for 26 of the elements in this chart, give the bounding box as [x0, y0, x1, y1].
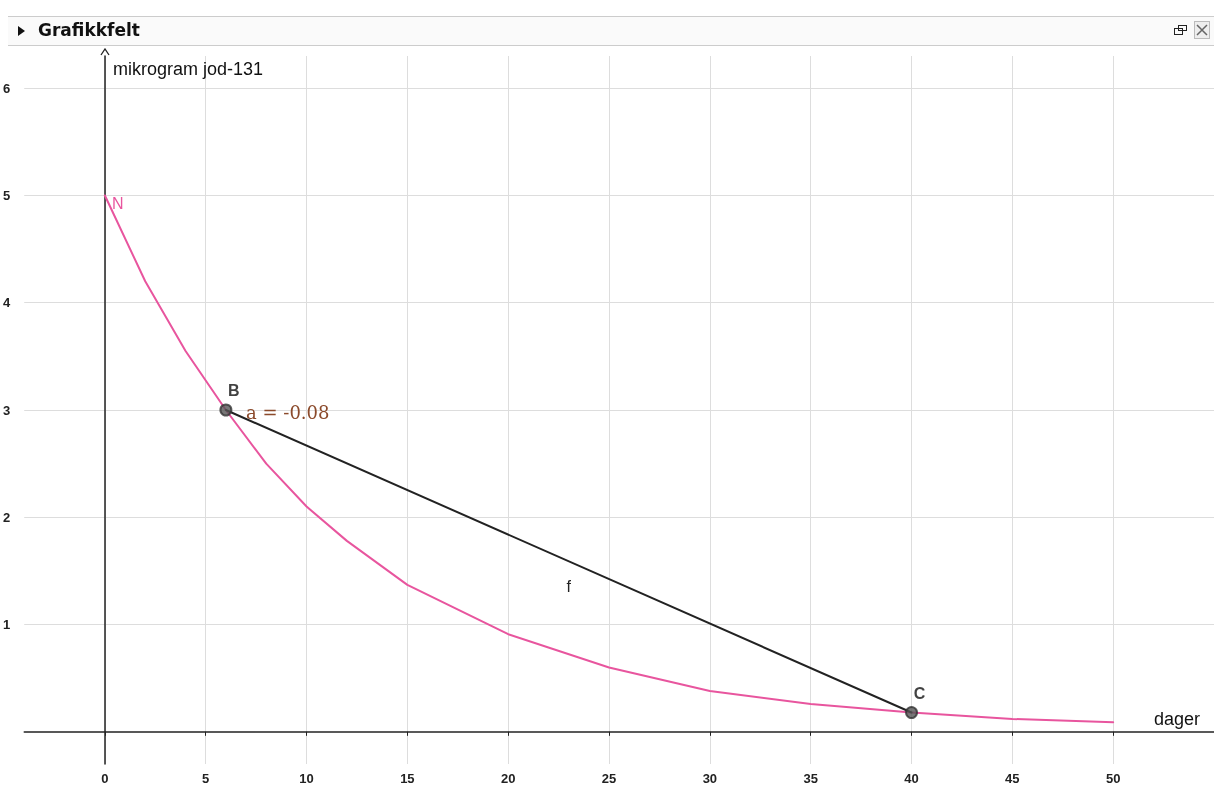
x-tick-label: 40 [904, 771, 919, 785]
y-tick-label: 3 [3, 402, 11, 418]
chart-title: Grafikkfelt [38, 20, 140, 40]
x-tick-label: 0 [101, 771, 109, 785]
y-axis-title: mikrogram jod-131 [112, 59, 263, 79]
x-tick-label: 15 [400, 771, 415, 785]
x-tick-label: 25 [601, 771, 617, 785]
y-tick-label: 5 [3, 187, 11, 203]
y-tick-label: 4 [3, 295, 11, 311]
x-tick-label: 35 [803, 771, 818, 785]
series-label: B [228, 382, 240, 399]
annotation: a = -0.08 [246, 401, 330, 423]
series-label: C [913, 684, 926, 702]
y-tick-label: 1 [3, 617, 11, 633]
y-tick-label: 2 [3, 509, 11, 525]
y-tick-label: 6 [3, 80, 11, 96]
series-label: N [111, 194, 124, 212]
x-tick-label: 10 [299, 771, 314, 785]
x-tick-label: 50 [1105, 771, 1121, 785]
x-tick-label: 45 [1005, 771, 1020, 785]
line-series [103, 194, 1115, 724]
x-axis-title: dager [1154, 708, 1201, 729]
x-tick-label: 20 [500, 771, 516, 785]
x-tick-label: 5 [202, 771, 210, 785]
x-tick-label: 30 [702, 771, 718, 785]
series-label: f [566, 577, 572, 595]
